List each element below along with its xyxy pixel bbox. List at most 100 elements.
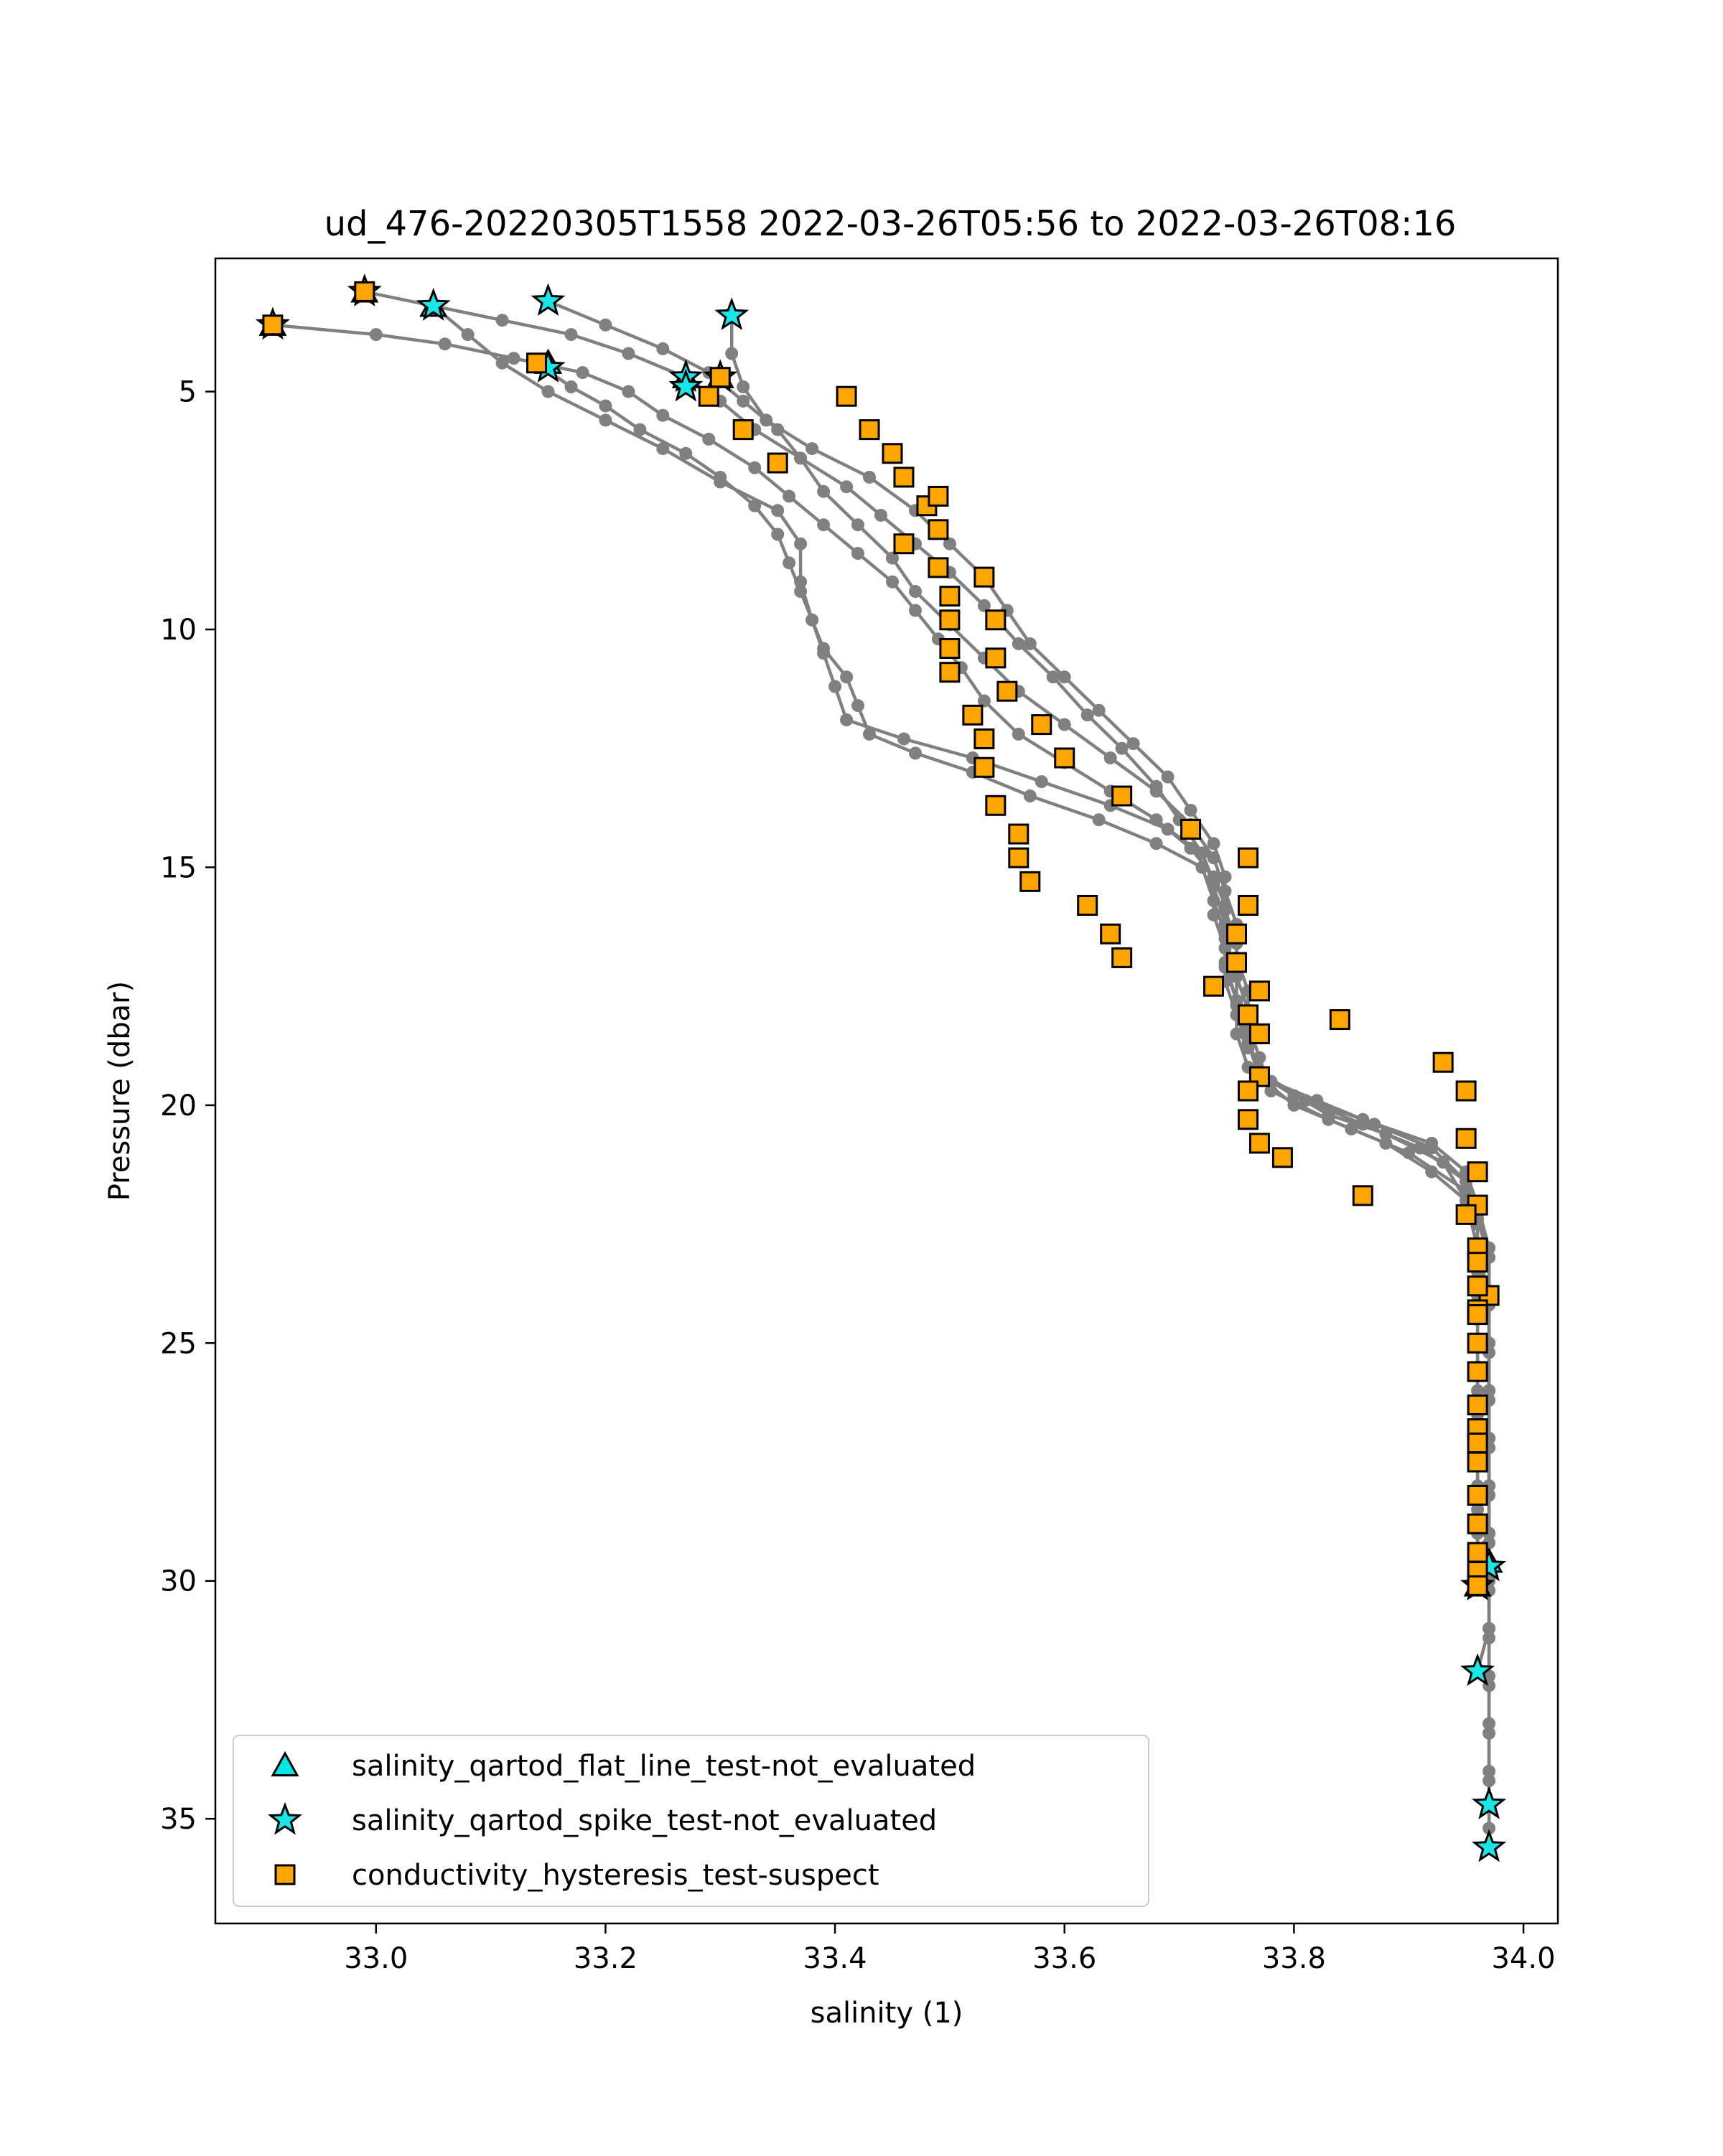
- square-marker: [973, 756, 995, 778]
- profile-point: [1126, 737, 1140, 751]
- x-tick-label: 33.2: [574, 1942, 638, 1975]
- profile-point: [1482, 1726, 1496, 1740]
- square-marker: [1432, 1051, 1454, 1073]
- profile-point: [714, 470, 727, 484]
- profile-point: [840, 480, 854, 494]
- profile-point: [622, 385, 635, 398]
- profile-point: [1046, 670, 1060, 684]
- profile-point: [1379, 1136, 1393, 1150]
- x-tick-label: 33.8: [1262, 1942, 1326, 1975]
- profile-point: [1103, 751, 1117, 764]
- square-marker: [939, 662, 961, 683]
- profile-point: [1057, 670, 1071, 684]
- legend-entry: salinity_qartod_flat_line_test-not_evalu…: [271, 1750, 976, 1783]
- square-marker: [1467, 1304, 1488, 1326]
- profile-point: [1218, 870, 1232, 884]
- profile-point: [1230, 994, 1243, 1008]
- square-marker: [767, 452, 788, 474]
- square-marker: [1455, 1204, 1477, 1225]
- x-tick-label: 34.0: [1492, 1942, 1556, 1975]
- profile-point: [851, 699, 864, 713]
- square-marker: [928, 557, 949, 578]
- square-marker: [1467, 1161, 1488, 1183]
- square-marker: [1237, 894, 1259, 916]
- square-marker: [1111, 947, 1133, 968]
- square-marker: [1019, 871, 1041, 892]
- square-marker: [1455, 1080, 1477, 1102]
- legend-label: conductivity_hysteresis_test-suspect: [352, 1859, 879, 1892]
- profile-point: [1322, 1112, 1335, 1126]
- profile-point: [943, 537, 956, 550]
- profile-point: [599, 399, 612, 413]
- profile-point: [1161, 770, 1175, 784]
- x-axis-label: salinity (1): [811, 1997, 963, 2030]
- square-marker: [1008, 823, 1029, 845]
- profile-point: [1207, 837, 1220, 850]
- y-axis-label: Pressure (dbar): [103, 981, 136, 1201]
- profile-point: [897, 732, 910, 746]
- square-marker: [1248, 1023, 1270, 1044]
- square-marker: [928, 485, 949, 507]
- profile-point: [737, 394, 750, 408]
- square-marker: [859, 419, 880, 441]
- star-marker: [714, 297, 750, 330]
- star-marker: [1472, 1829, 1507, 1862]
- square-marker: [1467, 1451, 1488, 1473]
- plot-area-frame: [214, 257, 1559, 1925]
- markers-layer: [255, 273, 1507, 1862]
- chart-title: ud_476-20220305T1558 2022-03-26T05:56 to…: [324, 204, 1457, 244]
- profile-point: [909, 585, 922, 598]
- square-marker: [1467, 1484, 1488, 1506]
- profile-point: [1356, 1112, 1370, 1126]
- square-marker: [262, 314, 284, 336]
- square-marker: [985, 795, 1007, 816]
- legend-square-marker: [274, 1864, 296, 1885]
- profile-point: [1482, 1774, 1496, 1788]
- profile-point: [369, 328, 383, 342]
- square-marker: [996, 680, 1018, 702]
- legend-entry: salinity_qartod_spike_test-not_evaluated: [267, 1801, 937, 1837]
- profile-point: [1149, 837, 1163, 850]
- square-marker: [939, 586, 961, 607]
- square-marker: [1271, 1147, 1293, 1168]
- square-marker: [939, 638, 961, 660]
- profile-point: [1080, 708, 1094, 722]
- profile-point: [495, 314, 509, 327]
- profile-point: [1425, 1136, 1439, 1150]
- square-marker: [709, 367, 731, 388]
- star-marker: [1460, 1653, 1495, 1687]
- square-marker: [354, 281, 375, 302]
- square-marker: [1352, 1185, 1373, 1206]
- profile-point: [1471, 1503, 1485, 1517]
- profile-point: [633, 423, 647, 436]
- square-marker: [893, 533, 915, 555]
- square-marker: [1077, 894, 1098, 916]
- y-tick-label: 25: [160, 1327, 197, 1360]
- profile-point: [461, 328, 475, 342]
- profile-point: [977, 599, 991, 612]
- profile-point: [495, 356, 509, 370]
- profile-point: [874, 508, 887, 522]
- y-tick-label: 20: [160, 1089, 197, 1122]
- profile-line: [536, 361, 1491, 1581]
- square-marker: [1031, 714, 1052, 736]
- square-marker: [1467, 1332, 1488, 1354]
- square-marker: [526, 352, 548, 374]
- y-tick-label: 30: [160, 1565, 197, 1598]
- profile-point: [1207, 894, 1220, 907]
- star-marker: [1472, 1786, 1507, 1819]
- legend-entry: conductivity_hysteresis_test-suspect: [274, 1859, 879, 1892]
- profile-point: [1012, 637, 1025, 650]
- profile-point: [1092, 813, 1106, 827]
- profile-point: [702, 432, 716, 446]
- profile-point: [977, 694, 991, 708]
- x-tick-label: 33.4: [803, 1942, 867, 1975]
- legend-label: salinity_qartod_spike_test-not_evaluated: [352, 1804, 937, 1837]
- profile-point: [748, 461, 762, 474]
- profile-point: [748, 499, 762, 512]
- profile-point: [817, 518, 831, 532]
- profile-point: [794, 585, 808, 598]
- y-tick-label: 35: [160, 1803, 197, 1836]
- profile-point: [1287, 1089, 1301, 1102]
